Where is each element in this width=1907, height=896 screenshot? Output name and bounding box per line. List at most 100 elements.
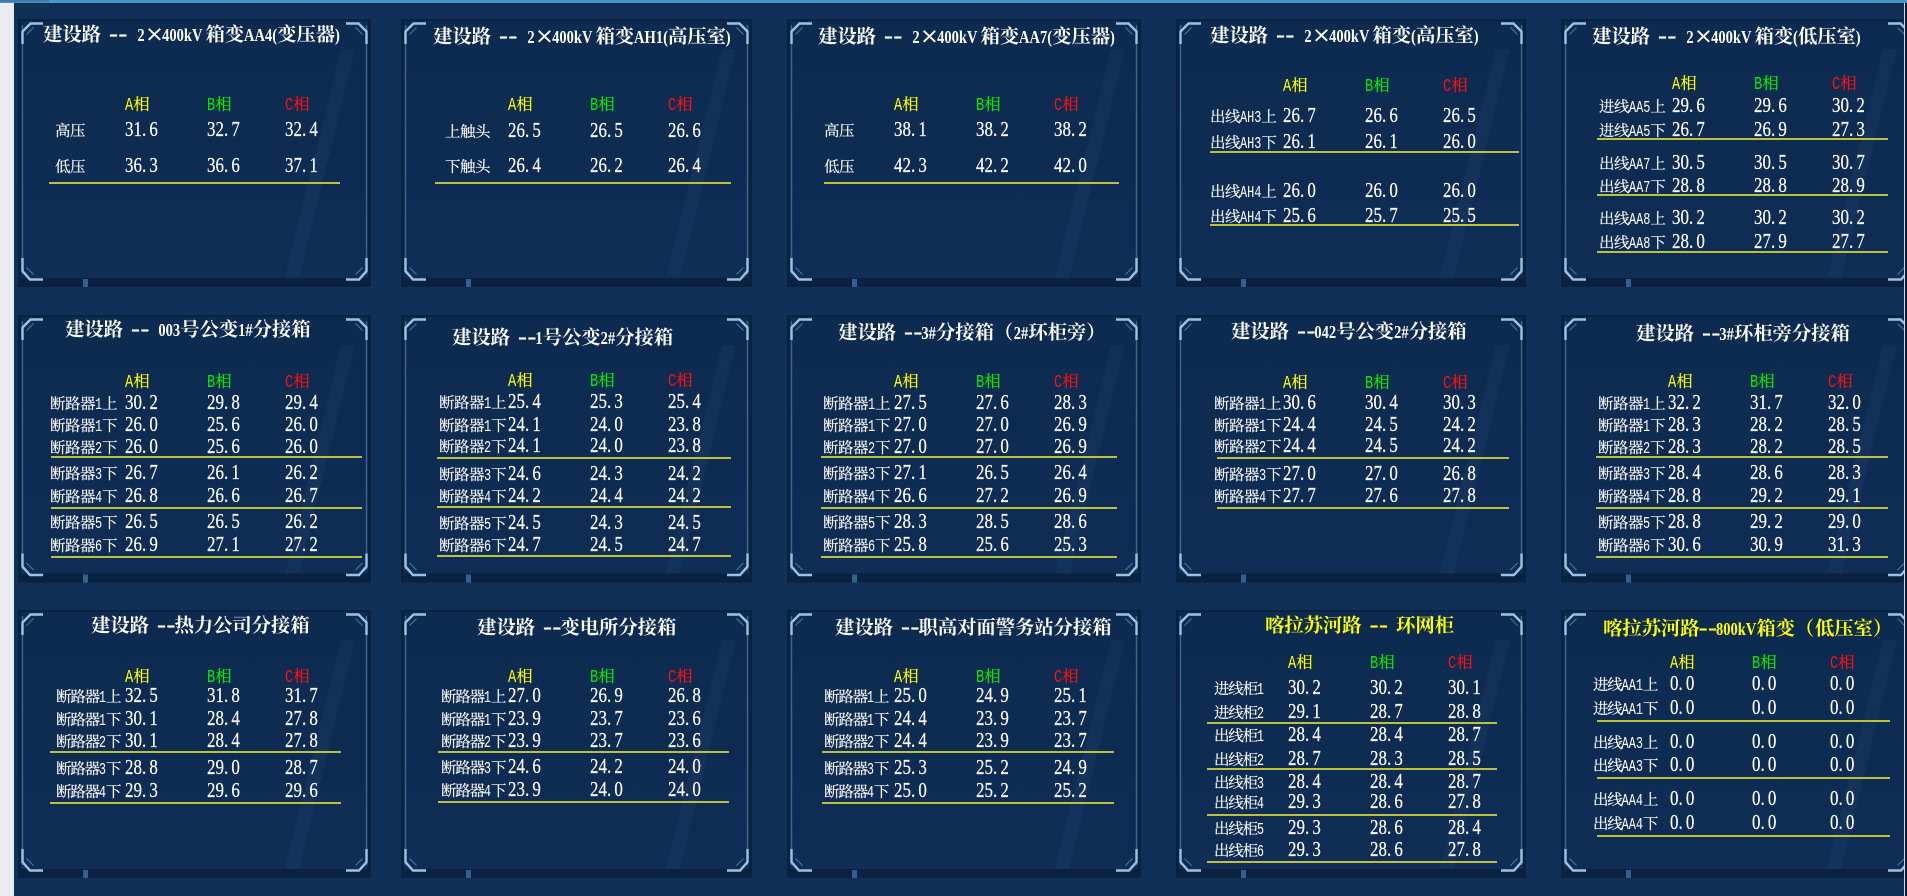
svg-text:24.5: 24.5 bbox=[1365, 435, 1398, 458]
svg-text:24.0: 24.0 bbox=[590, 778, 623, 801]
svg-text:27.0: 27.0 bbox=[894, 435, 927, 458]
svg-text:28.6: 28.6 bbox=[1370, 838, 1403, 861]
svg-text:23.9: 23.9 bbox=[508, 778, 541, 801]
svg-text:28.8: 28.8 bbox=[1668, 511, 1701, 534]
svg-text:26.7: 26.7 bbox=[1672, 118, 1705, 141]
svg-text:): ) bbox=[1473, 28, 1478, 47]
svg-text:): ) bbox=[1110, 29, 1115, 48]
svg-text:29.1: 29.1 bbox=[1288, 700, 1321, 723]
svg-text:2: 2 bbox=[868, 440, 875, 459]
svg-text:AA7(: AA7( bbox=[1019, 29, 1052, 48]
svg-text:24.2: 24.2 bbox=[590, 756, 623, 779]
svg-text:27.2: 27.2 bbox=[285, 533, 318, 556]
svg-text:25.5: 25.5 bbox=[1443, 204, 1476, 227]
svg-text:24.4: 24.4 bbox=[1283, 414, 1316, 437]
svg-text:28.4: 28.4 bbox=[1370, 724, 1403, 747]
svg-text:042: 042 bbox=[1315, 324, 1337, 343]
svg-text:28.4: 28.4 bbox=[1370, 770, 1403, 793]
svg-text:24.9: 24.9 bbox=[976, 685, 1009, 708]
svg-text:29.3: 29.3 bbox=[1288, 816, 1321, 839]
svg-text:6: 6 bbox=[1643, 538, 1650, 557]
svg-text:26.8: 26.8 bbox=[125, 484, 158, 507]
svg-text:27.6: 27.6 bbox=[1365, 485, 1398, 508]
svg-text:26.6: 26.6 bbox=[894, 484, 927, 507]
svg-text:4: 4 bbox=[95, 489, 102, 508]
svg-text:5: 5 bbox=[1643, 515, 1650, 534]
svg-text:4: 4 bbox=[1259, 489, 1266, 508]
svg-text:26.4: 26.4 bbox=[668, 154, 701, 177]
svg-text:1#: 1# bbox=[238, 322, 253, 341]
svg-text:1: 1 bbox=[868, 418, 875, 437]
svg-text:1: 1 bbox=[1259, 418, 1266, 437]
svg-text:0.0: 0.0 bbox=[1830, 672, 1854, 695]
svg-text:C: C bbox=[1828, 371, 1836, 393]
svg-text:26.8: 26.8 bbox=[668, 685, 701, 708]
svg-text:3: 3 bbox=[867, 761, 874, 780]
svg-text:1: 1 bbox=[484, 712, 491, 731]
svg-text:28.9: 28.9 bbox=[1832, 174, 1865, 197]
svg-text:AA8: AA8 bbox=[1629, 235, 1650, 254]
svg-text:B: B bbox=[1370, 652, 1378, 674]
svg-text:25.4: 25.4 bbox=[668, 391, 701, 414]
svg-text:24.5: 24.5 bbox=[668, 512, 701, 535]
svg-text:1: 1 bbox=[867, 712, 874, 731]
svg-text:27.8: 27.8 bbox=[1448, 790, 1481, 813]
svg-text:30.5: 30.5 bbox=[1672, 151, 1705, 174]
svg-text:25.6: 25.6 bbox=[207, 435, 240, 458]
svg-text:A: A bbox=[1670, 652, 1678, 674]
svg-text:0.0: 0.0 bbox=[1752, 672, 1776, 695]
svg-text:B: B bbox=[590, 666, 598, 688]
svg-text:B: B bbox=[976, 371, 984, 393]
svg-text:1: 1 bbox=[535, 330, 542, 349]
svg-text:5: 5 bbox=[868, 515, 875, 534]
svg-text:26.0: 26.0 bbox=[1443, 130, 1476, 153]
svg-text:1: 1 bbox=[1257, 728, 1264, 747]
svg-text:C: C bbox=[285, 666, 293, 688]
svg-text:26.5: 26.5 bbox=[590, 119, 623, 142]
svg-text:3: 3 bbox=[1257, 775, 1264, 794]
svg-text:26.1: 26.1 bbox=[1365, 130, 1398, 153]
svg-text:26.4: 26.4 bbox=[508, 154, 541, 177]
svg-text:29.8: 29.8 bbox=[207, 391, 240, 414]
svg-text:2: 2 bbox=[1686, 29, 1693, 48]
svg-text:AA5: AA5 bbox=[1629, 99, 1650, 118]
svg-text:27.8: 27.8 bbox=[285, 707, 318, 730]
svg-text:C: C bbox=[1054, 371, 1062, 393]
svg-text:C: C bbox=[1443, 75, 1451, 97]
svg-text:23.9: 23.9 bbox=[976, 707, 1009, 730]
svg-text:28.6: 28.6 bbox=[1054, 511, 1087, 534]
svg-text:C: C bbox=[1448, 652, 1456, 674]
svg-text:28.5: 28.5 bbox=[1828, 435, 1861, 458]
svg-text:27.0: 27.0 bbox=[894, 413, 927, 436]
svg-text:29.2: 29.2 bbox=[1750, 484, 1783, 507]
svg-text:24.4: 24.4 bbox=[590, 484, 623, 507]
svg-text:27.0: 27.0 bbox=[508, 685, 541, 708]
svg-text:AA1: AA1 bbox=[1622, 677, 1644, 696]
svg-text:0.0: 0.0 bbox=[1670, 811, 1694, 834]
svg-text:27.0: 27.0 bbox=[976, 435, 1009, 458]
svg-text:26.7: 26.7 bbox=[285, 484, 318, 507]
svg-text:32.4: 32.4 bbox=[285, 118, 318, 141]
svg-text:4: 4 bbox=[99, 784, 106, 803]
svg-text:29.1: 29.1 bbox=[1828, 484, 1861, 507]
svg-text:0.0: 0.0 bbox=[1670, 672, 1694, 695]
svg-text:28.6: 28.6 bbox=[1370, 790, 1403, 813]
svg-text:26.0: 26.0 bbox=[285, 435, 318, 458]
svg-text:42.2: 42.2 bbox=[976, 154, 1009, 177]
svg-text:24.4: 24.4 bbox=[894, 729, 927, 752]
svg-text:0.0: 0.0 bbox=[1752, 787, 1776, 810]
svg-text:26.0: 26.0 bbox=[285, 413, 318, 436]
svg-text:26.9: 26.9 bbox=[1054, 435, 1087, 458]
svg-text:26.5: 26.5 bbox=[508, 119, 541, 142]
svg-text:28.3: 28.3 bbox=[1828, 462, 1861, 485]
svg-text:B: B bbox=[976, 666, 984, 688]
svg-text:25.6: 25.6 bbox=[1283, 204, 1316, 227]
svg-text:31.6: 31.6 bbox=[125, 118, 158, 141]
svg-text:6: 6 bbox=[1257, 843, 1264, 862]
svg-text:4: 4 bbox=[1643, 489, 1650, 508]
svg-text:25.6: 25.6 bbox=[976, 533, 1009, 556]
svg-text:A: A bbox=[125, 666, 133, 688]
svg-text:30.1: 30.1 bbox=[125, 729, 158, 752]
svg-text:27.8: 27.8 bbox=[1443, 485, 1476, 508]
svg-text:29.0: 29.0 bbox=[207, 756, 240, 779]
